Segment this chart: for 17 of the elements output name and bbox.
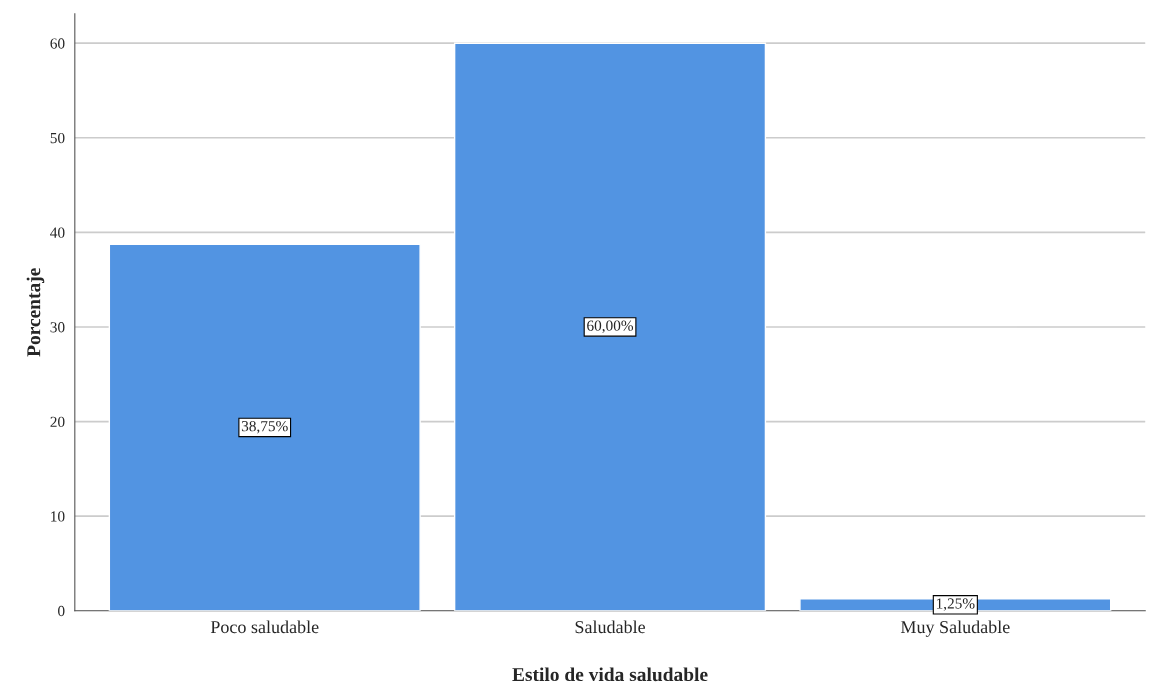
data-label: 1,25% — [936, 598, 975, 611]
y-tick-label: 30 — [50, 322, 65, 333]
y-tick-label: 60 — [50, 38, 65, 49]
x-axis-title: Estilo de vida saludable — [512, 667, 708, 682]
data-label: 60,00% — [587, 320, 634, 333]
x-tick-label: Saludable — [575, 620, 645, 634]
y-tick-label: 20 — [50, 416, 65, 427]
y-tick-label: 10 — [51, 511, 65, 522]
y-tick-label: 0 — [58, 605, 65, 617]
y-tick-label: 40 — [50, 227, 65, 238]
y-axis-title: Porcentaje — [26, 268, 45, 357]
bar — [453, 42, 767, 611]
x-tick-label: Poco saludable — [210, 620, 319, 634]
data-label: 38,75% — [241, 420, 288, 434]
y-tick-label: 50 — [50, 132, 65, 144]
x-tick-label: Muy Saludable — [900, 620, 1010, 637]
bar — [108, 243, 421, 611]
